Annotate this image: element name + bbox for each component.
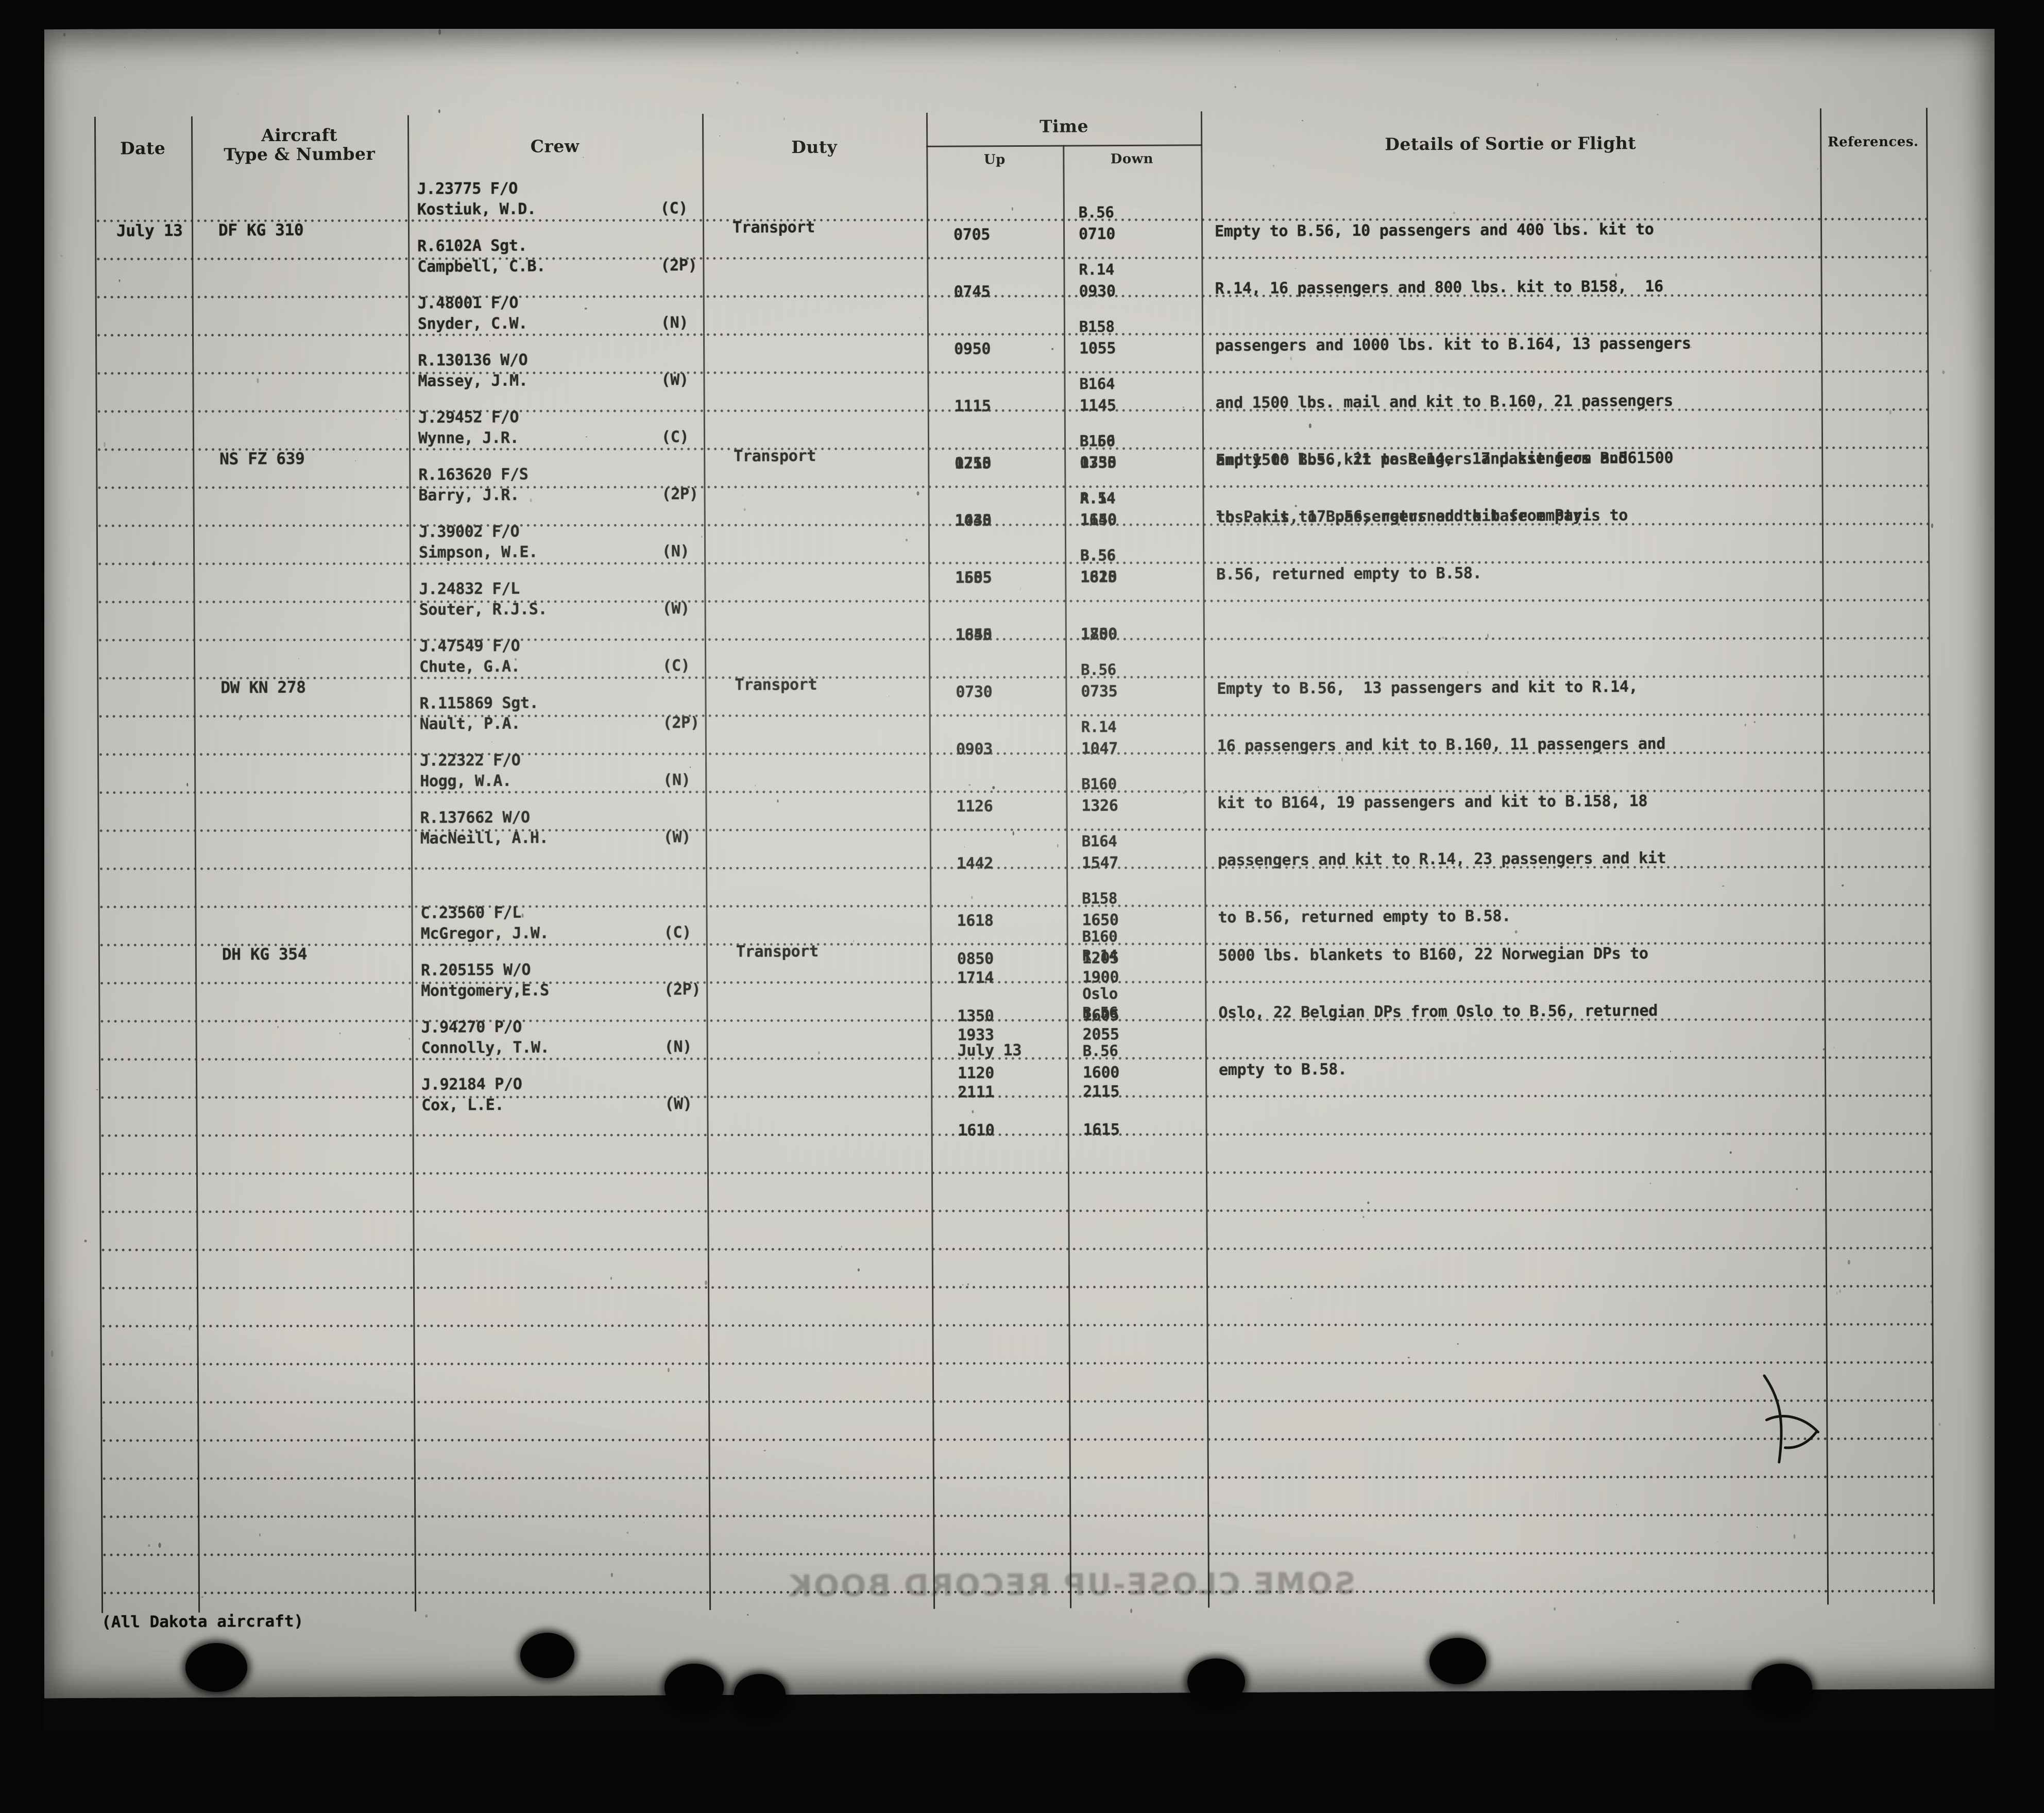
- dust-speck: [1616, 1504, 1617, 1505]
- dust-speck: [1130, 1609, 1132, 1613]
- dust-speck: [1794, 1534, 1795, 1538]
- dust-speck: [201, 1596, 203, 1598]
- dust-speck: [154, 561, 155, 566]
- dust-speck: [705, 1280, 707, 1285]
- dust-speck: [627, 1532, 628, 1534]
- microfilm-frame: Date Aircraft Type & Number Crew Duty Ti…: [0, 0, 2044, 1813]
- dust-speck: [1695, 1552, 1697, 1554]
- film-edge-top: [0, 0, 2044, 29]
- dust-speck: [1833, 1047, 1834, 1048]
- dust-speck: [60, 255, 62, 257]
- dust-speck: [817, 1051, 820, 1054]
- dust-speck: [1817, 168, 1818, 169]
- dust-speck: [1931, 1300, 1933, 1304]
- dust-speck: [298, 658, 299, 659]
- dust-speck: [530, 498, 532, 502]
- dust-speck: [972, 1110, 974, 1114]
- dust-speck: [783, 117, 785, 120]
- dust-speck: [1290, 356, 1291, 361]
- hole-punch: [185, 1643, 247, 1692]
- dust-speck: [1362, 1216, 1364, 1218]
- dust-speck: [1942, 370, 1945, 374]
- dust-speck: [189, 1327, 190, 1330]
- dust-speck: [1453, 211, 1455, 214]
- dust-speck: [1290, 1298, 1291, 1299]
- dust-speck: [796, 52, 798, 54]
- dust-speck: [339, 1033, 340, 1035]
- dust-speck: [1641, 738, 1642, 740]
- dust-speck: [1295, 268, 1297, 269]
- dust-speck: [522, 913, 524, 918]
- dust-speck: [1295, 505, 1297, 507]
- dust-speck: [1690, 347, 1692, 348]
- dust-speck: [1242, 798, 1244, 800]
- dust-speck: [408, 1037, 410, 1039]
- hole-punch: [734, 1674, 786, 1715]
- document-page: Date Aircraft Type & Number Crew Duty Ti…: [33, 20, 2004, 1699]
- film-edge-left: [0, 0, 44, 1813]
- dust-speck: [1057, 844, 1058, 848]
- hole-punch: [1187, 1658, 1245, 1705]
- dust-speck: [1234, 86, 1236, 88]
- dust-speck: [1677, 1621, 1679, 1623]
- hole-punch: [665, 1664, 724, 1711]
- dust-speck: [1515, 930, 1517, 933]
- dust-speck: [1839, 1289, 1841, 1293]
- dust-speck: [1183, 407, 1184, 408]
- dust-speck: [64, 33, 66, 36]
- dust-speck: [1670, 1051, 1671, 1052]
- dust-speck: [1823, 1049, 1825, 1050]
- dust-speck: [118, 279, 120, 282]
- dust-speck: [1745, 724, 1746, 726]
- dust-speck: [1012, 831, 1014, 835]
- dust-speck: [747, 1614, 748, 1616]
- dust-speck: [148, 1544, 150, 1547]
- dust-speck: [1889, 409, 1892, 414]
- dust-speck: [969, 784, 970, 786]
- dust-speck: [1279, 50, 1280, 52]
- film-edge-bottom: [0, 1731, 2044, 1813]
- dust-speck: [1537, 83, 1538, 87]
- dust-speck: [1757, 1527, 1758, 1528]
- dust-speck: [1457, 1343, 1458, 1345]
- dust-speck: [438, 29, 441, 35]
- dust-speck: [1663, 182, 1664, 183]
- hole-punch: [520, 1633, 574, 1678]
- film-edge-right: [1995, 0, 2044, 1813]
- dust-speck: [277, 1026, 279, 1028]
- dust-speck: [1931, 523, 1933, 528]
- hole-punch: [1429, 1638, 1486, 1684]
- dust-speck: [992, 786, 995, 790]
- dust-speck: [1727, 1133, 1729, 1135]
- hole-punch: [1751, 1664, 1812, 1713]
- dust-speck: [1183, 792, 1185, 794]
- dust-speck: [1273, 164, 1274, 166]
- dust-speck: [1051, 348, 1053, 350]
- dust-speck: [341, 1135, 343, 1137]
- dust-speck: [1302, 120, 1304, 121]
- dust-speck: [158, 1543, 161, 1548]
- dust-speck: [959, 1087, 962, 1091]
- dust-speck: [586, 436, 587, 438]
- dust-speck: [583, 157, 584, 158]
- dust-speck: [438, 109, 440, 113]
- dust-speck: [1848, 1260, 1850, 1265]
- dust-speck: [971, 896, 973, 899]
- dust-speck: [962, 1285, 963, 1286]
- dust-speck: [906, 539, 908, 541]
- dust-speck: [1754, 721, 1756, 723]
- dust-speck: [585, 307, 587, 310]
- page-illumination: [33, 20, 2004, 1699]
- dust-speck: [186, 783, 189, 786]
- dust-speck: [1616, 38, 1617, 40]
- dust-speck: [51, 1350, 54, 1357]
